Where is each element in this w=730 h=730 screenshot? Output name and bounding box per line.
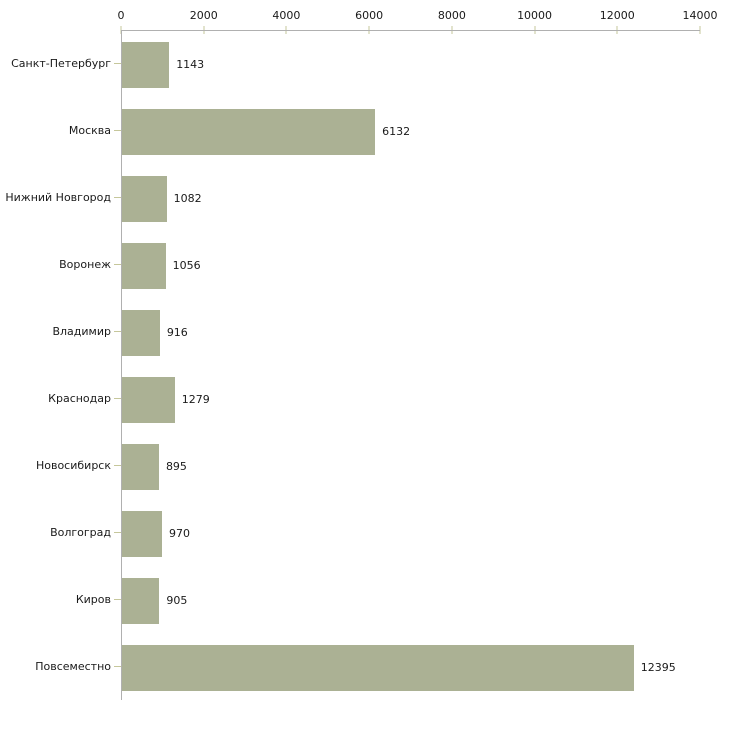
category-tick-mark: [114, 197, 121, 198]
bar-row: 905: [122, 567, 700, 634]
plot-area: 1143 6132 1082 1056 916 1279 895 970 905 12395: [121, 30, 700, 700]
bar-row: 895: [122, 433, 700, 500]
x-tick-label: 0: [117, 9, 125, 22]
category-row: Владимир: [0, 298, 121, 365]
category-row: Санкт-Петербург: [0, 30, 121, 97]
bar: [122, 309, 160, 356]
value-label: 1056: [172, 259, 201, 272]
bar-row: 1056: [122, 232, 700, 299]
value-label: 970: [169, 527, 191, 540]
x-tick-label: 6000: [355, 9, 384, 22]
x-tick-mark: [699, 26, 701, 34]
bar: [122, 644, 634, 691]
category-row: Москва: [0, 97, 121, 164]
x-tick-label: 4000: [272, 9, 301, 22]
category-label: Новосибирск: [35, 459, 111, 472]
category-label: Санкт-Петербург: [11, 57, 111, 70]
category-label: Воронеж: [59, 258, 111, 271]
category-row: Новосибирск: [0, 432, 121, 499]
x-tick-label: 8000: [437, 9, 466, 22]
bars: 1143 6132 1082 1056 916 1279 895 970 905 12395: [122, 31, 700, 700]
bar-row: 1143: [122, 31, 700, 98]
value-label: 1082: [173, 192, 202, 205]
bar-row: 916: [122, 299, 700, 366]
category-tick-mark: [114, 331, 121, 332]
bar-row: 6132: [122, 98, 700, 165]
bar-row: 970: [122, 500, 700, 567]
value-label: 916: [166, 326, 188, 339]
category-tick-mark: [114, 130, 121, 131]
category-tick-mark: [114, 666, 121, 667]
category-tick-mark: [114, 264, 121, 265]
category-label: Москва: [68, 124, 111, 137]
x-tick-label: 10000: [517, 9, 553, 22]
category-row: Повсеместно: [0, 633, 121, 700]
category-row: Воронеж: [0, 231, 121, 298]
category-tick-mark: [114, 599, 121, 600]
bar-row: 12395: [122, 634, 700, 701]
x-tick-label: 12000: [599, 9, 635, 22]
category-tick-mark: [114, 465, 121, 466]
category-label: Волгоград: [50, 526, 111, 539]
category-label: Краснодар: [48, 392, 111, 405]
value-label: 895: [165, 460, 187, 473]
value-label: 1279: [181, 393, 210, 406]
bar: [122, 376, 175, 423]
bar: [122, 577, 160, 624]
bar: [122, 175, 167, 222]
value-label: 12395: [640, 661, 676, 674]
bar: [122, 510, 163, 557]
category-label: Нижний Новгород: [5, 191, 111, 204]
category-row: Краснодар: [0, 365, 121, 432]
value-label: 905: [166, 594, 188, 607]
value-label: 1143: [176, 58, 205, 71]
bar-row: 1279: [122, 366, 700, 433]
value-label: 6132: [382, 125, 411, 138]
bar: [122, 41, 170, 88]
bar: [122, 443, 159, 490]
bar: [122, 242, 166, 289]
x-tick-label: 14000: [682, 9, 718, 22]
x-tick-label: 2000: [189, 9, 218, 22]
category-tick-mark: [114, 398, 121, 399]
category-tick-mark: [114, 532, 121, 533]
category-axis: Санкт-Петербург Москва Нижний Новгород Воро…: [0, 30, 121, 700]
category-label: Повсеместно: [35, 660, 111, 673]
category-row: Киров: [0, 566, 121, 633]
category-label: Киров: [75, 593, 111, 606]
category-row: Волгоград: [0, 499, 121, 566]
x-axis: 0 2000 4000 6000 8000 10000 12000 14000: [117, 0, 718, 34]
bar-row: 1082: [122, 165, 700, 232]
bar: [122, 108, 376, 155]
category-row: Нижний Новгород: [0, 164, 121, 231]
category-tick-mark: [114, 63, 121, 64]
category-label: Владимир: [52, 325, 111, 338]
